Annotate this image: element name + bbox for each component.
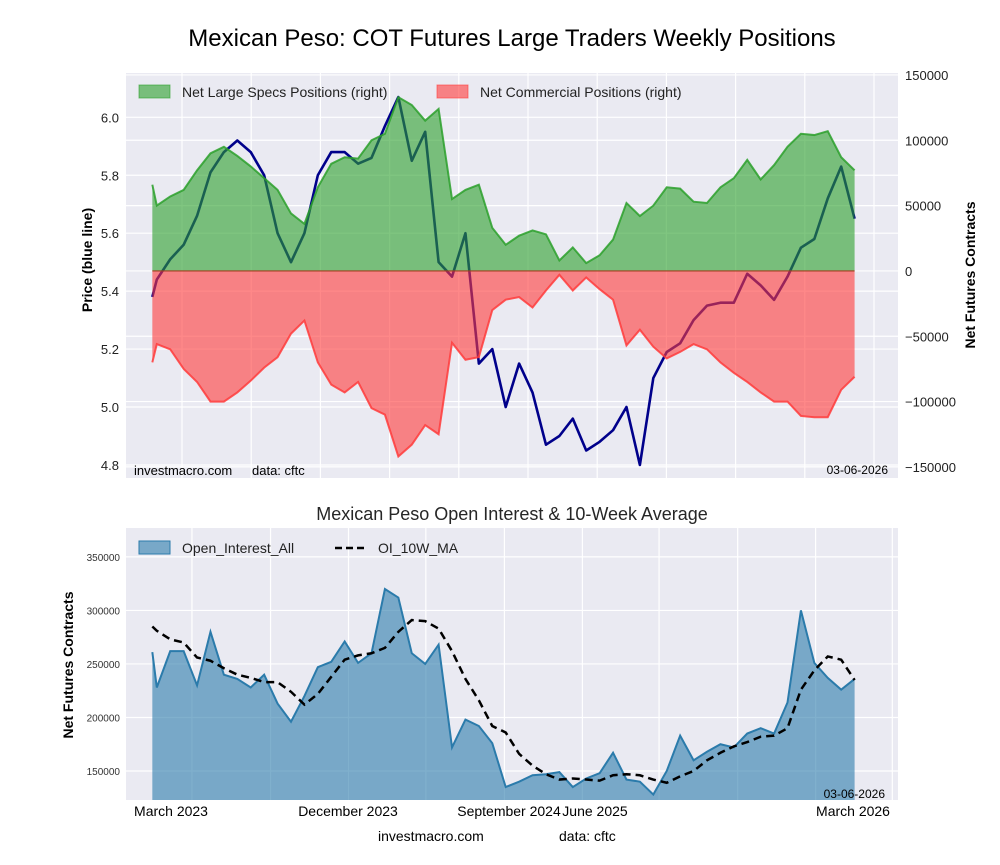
oi-series-layer	[151, 587, 856, 800]
right-tick-label: 0	[905, 264, 912, 279]
legend-label-oi: Open_Interest_All	[182, 540, 294, 556]
left-tick-label: 5.2	[101, 342, 119, 357]
bottom-gridlines	[126, 528, 898, 800]
x-tick-label: March 2026	[816, 803, 890, 819]
right-tick-label: −100000	[905, 395, 956, 410]
right-tick-label: −50000	[905, 329, 949, 344]
report-date-label: 03-06-2026	[827, 463, 889, 477]
oi-axis-label: Net Futures Contracts	[60, 591, 76, 738]
oi-chart-title: Mexican Peso Open Interest & 10-Week Ave…	[316, 504, 708, 524]
footer-source: data: cftc	[559, 828, 616, 844]
main-chart-title: Mexican Peso: COT Futures Large Traders …	[188, 25, 835, 52]
source-label: data: cftc	[252, 463, 305, 478]
bottom-chart: Mexican Peso Open Interest & 10-Week Ave…	[60, 504, 898, 844]
top-legend: Net Large Specs Positions (right) Net Co…	[138, 84, 682, 100]
watermark: investmacro.com	[134, 463, 232, 478]
positions-fill-layer	[151, 95, 856, 459]
legend-label-specs: Net Large Specs Positions (right)	[182, 84, 387, 100]
left-tick-label: 5.4	[101, 284, 119, 299]
top-chart: 4.8 5.0 5.2 5.4 5.6 5.8 6.0 −150000 −100000 −500…	[79, 68, 978, 478]
x-tick-label: September 2024	[457, 803, 561, 819]
legend-label-commercial: Net Commercial Positions (right)	[480, 84, 682, 100]
commercial-area	[152, 270, 855, 457]
x-tick-label: December 2023	[298, 803, 398, 819]
right-axis-label: Net Futures Contracts	[962, 201, 978, 348]
bottom-y-axis-ticks: 150000 200000 250000 300000 350000	[87, 553, 121, 778]
left-tick-label: 5.6	[101, 226, 119, 241]
legend-swatch-oi	[138, 540, 171, 555]
legend-swatch-specs	[138, 84, 171, 99]
right-tick-label: −150000	[905, 460, 956, 475]
left-axis-ticks: 4.8 5.0 5.2 5.4 5.6 5.8 6.0	[101, 110, 119, 473]
oi-report-date-label: 03-06-2026	[824, 787, 886, 801]
bottom-legend: Open_Interest_All OI_10W_MA	[138, 540, 459, 556]
y-tick-label: 250000	[87, 660, 121, 671]
bottom-x-axis-ticks: March 2023 December 2023 September 2024 Jun…	[134, 803, 890, 819]
legend-swatch-commercial	[436, 84, 469, 99]
y-tick-label: 350000	[87, 553, 121, 564]
y-tick-label: 300000	[87, 606, 121, 617]
x-tick-label: March 2023	[134, 803, 208, 819]
y-tick-label: 150000	[87, 767, 121, 778]
specs-line	[151, 95, 856, 265]
right-tick-label: 50000	[905, 199, 941, 214]
left-tick-label: 5.0	[101, 400, 119, 415]
legend-label-ma: OI_10W_MA	[378, 540, 459, 556]
left-tick-label: 5.8	[101, 168, 119, 183]
right-tick-label: 150000	[905, 68, 948, 83]
right-axis-ticks: −150000 −100000 −50000 0 50000 100000 150000	[905, 68, 956, 475]
left-tick-label: 6.0	[101, 110, 119, 125]
right-tick-label: 100000	[905, 133, 948, 148]
x-tick-label: June 2025	[562, 803, 628, 819]
commercial-line	[151, 273, 856, 459]
left-tick-label: 4.8	[101, 458, 119, 473]
footer-site: investmacro.com	[378, 828, 484, 844]
specs-area	[152, 97, 855, 271]
y-tick-label: 200000	[87, 713, 121, 724]
left-axis-label: Price (blue line)	[79, 208, 95, 312]
moving-average-line	[151, 618, 856, 785]
open-interest-area	[152, 589, 855, 800]
